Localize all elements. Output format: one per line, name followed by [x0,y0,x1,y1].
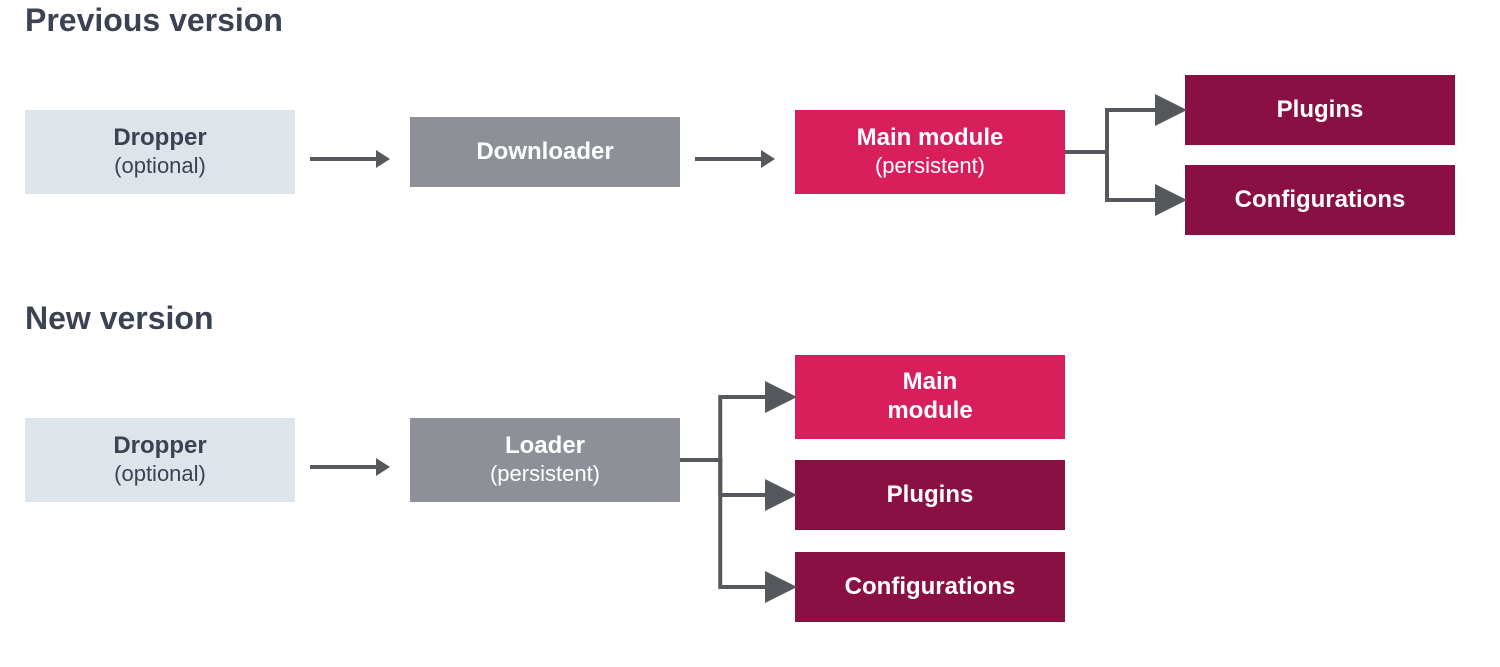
box-prev-main: Main module (persistent) [795,110,1065,194]
fork-new [680,355,795,622]
box-new-plugins: Plugins [795,460,1065,530]
box-prev-main-sub: (persistent) [875,153,985,179]
box-new-dropper: Dropper (optional) [25,418,295,502]
box-new-dropper-sub: (optional) [114,461,206,487]
box-prev-dropper-sub: (optional) [114,153,206,179]
arrow-new-1 [310,458,390,476]
box-new-main-line1: Main [903,368,958,397]
heading-new: New version [25,300,214,337]
box-prev-configs: Configurations [1185,165,1455,235]
box-new-plugins-title: Plugins [887,481,974,510]
box-new-loader-title: Loader [505,432,585,461]
box-new-configs: Configurations [795,552,1065,622]
box-new-main: Main module [795,355,1065,439]
box-prev-plugins-title: Plugins [1277,96,1364,125]
box-prev-main-title: Main module [857,124,1004,153]
diagram-canvas: Previous version Dropper (optional) Down… [0,0,1500,667]
arrow-prev-1 [310,150,390,168]
box-prev-plugins: Plugins [1185,75,1455,145]
box-new-dropper-title: Dropper [113,432,206,461]
box-new-loader-sub: (persistent) [490,461,600,487]
box-prev-configs-title: Configurations [1235,186,1406,215]
heading-previous: Previous version [25,2,283,39]
box-prev-dropper: Dropper (optional) [25,110,295,194]
fork-prev [1065,75,1185,235]
box-prev-downloader: Downloader [410,117,680,187]
arrow-prev-2 [695,150,775,168]
box-new-main-line2: module [887,397,972,426]
box-prev-dropper-title: Dropper [113,124,206,153]
box-new-configs-title: Configurations [845,573,1016,602]
box-prev-downloader-title: Downloader [476,138,613,167]
box-new-loader: Loader (persistent) [410,418,680,502]
